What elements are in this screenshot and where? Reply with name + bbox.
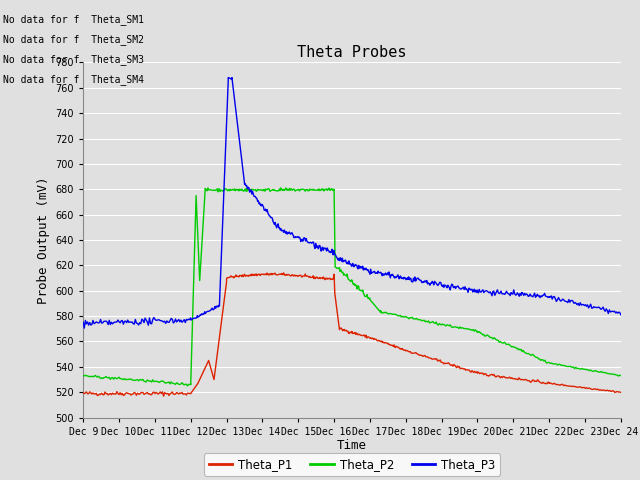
- Text: No data for f  Theta_SM2: No data for f Theta_SM2: [3, 34, 144, 45]
- Text: No data for f  Theta_SM3: No data for f Theta_SM3: [3, 54, 144, 65]
- X-axis label: Time: Time: [337, 439, 367, 453]
- Legend: Theta_P1, Theta_P2, Theta_P3: Theta_P1, Theta_P2, Theta_P3: [204, 453, 500, 476]
- Title: Theta Probes: Theta Probes: [297, 45, 407, 60]
- Text: No data for f  Theta_SM1: No data for f Theta_SM1: [3, 13, 144, 24]
- Text: No data for f  Theta_SM4: No data for f Theta_SM4: [3, 74, 144, 85]
- Y-axis label: Probe Output (mV): Probe Output (mV): [37, 176, 50, 304]
